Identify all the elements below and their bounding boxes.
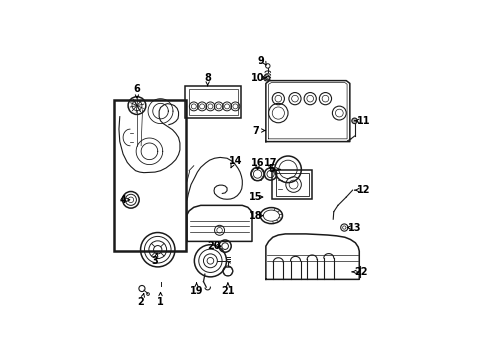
Bar	[114, 100, 186, 251]
Text: 13: 13	[347, 222, 361, 233]
Text: 22: 22	[353, 267, 367, 277]
Text: 18: 18	[248, 211, 262, 221]
Text: 14: 14	[228, 156, 242, 166]
Text: 20: 20	[207, 241, 220, 251]
Bar	[188, 90, 237, 115]
Bar	[185, 86, 241, 118]
Text: 3: 3	[151, 256, 158, 266]
Circle shape	[351, 118, 357, 123]
Text: 12: 12	[356, 185, 370, 195]
Text: 11: 11	[356, 116, 370, 126]
Text: 2: 2	[138, 297, 144, 307]
Text: 5: 5	[267, 164, 274, 174]
Text: 10: 10	[250, 73, 264, 83]
Bar	[272, 170, 312, 199]
Text: 8: 8	[204, 73, 211, 83]
Text: 4: 4	[119, 195, 126, 205]
Text: 17: 17	[264, 158, 277, 168]
Text: 9: 9	[257, 56, 264, 66]
Text: 21: 21	[221, 286, 234, 296]
Text: 15: 15	[248, 192, 262, 202]
Bar	[275, 173, 309, 196]
Text: 6: 6	[133, 84, 140, 94]
Text: 19: 19	[189, 286, 203, 296]
Text: 7: 7	[252, 126, 259, 135]
Text: 16: 16	[250, 158, 264, 168]
Text: 1: 1	[157, 297, 163, 307]
